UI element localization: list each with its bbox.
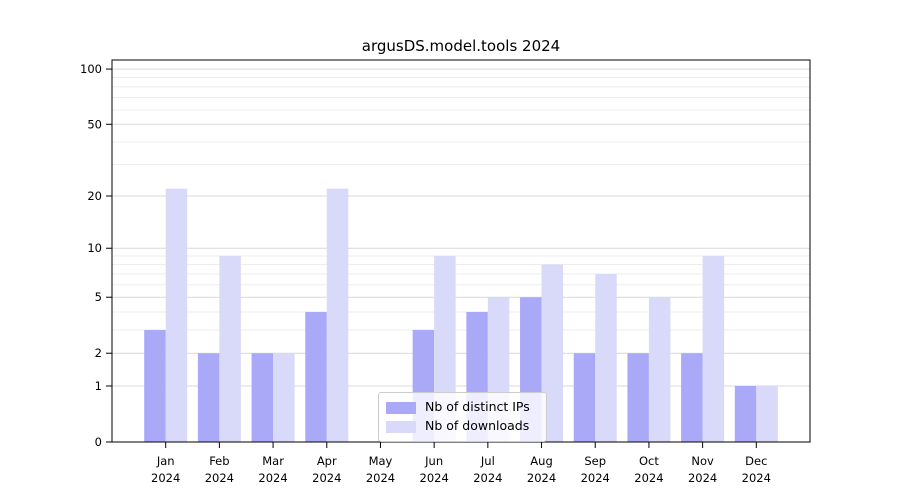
y-tick-label: 0 (95, 435, 102, 449)
legend: Nb of distinct IPs Nb of downloads (378, 392, 547, 442)
y-tick-label: 20 (87, 189, 102, 203)
x-tick-label: Sep 2024 (581, 454, 610, 485)
y-tick-label: 100 (80, 62, 102, 76)
legend-label-downloads: Nb of downloads (425, 418, 530, 434)
bar-distinct-ips (573, 353, 596, 442)
bar-downloads (595, 273, 617, 442)
x-tick-label: Oct 2024 (634, 454, 663, 485)
y-tick-label: 10 (87, 241, 102, 255)
bar-downloads (756, 385, 778, 442)
x-tick-label: Apr 2024 (312, 454, 341, 485)
bar-distinct-ips (305, 311, 327, 442)
x-tick-label: Jul 2024 (473, 454, 502, 485)
bar-downloads (273, 353, 295, 442)
legend-swatch-distinct-ips (386, 401, 416, 414)
bar-distinct-ips (627, 353, 649, 442)
y-tick-label: 5 (95, 290, 102, 304)
x-tick-label: May 2024 (366, 454, 395, 485)
bar-downloads (326, 188, 349, 442)
legend-swatch-downloads (386, 420, 416, 433)
bar-downloads (165, 188, 188, 442)
legend-label-distinct-ips: Nb of distinct IPs (425, 399, 530, 415)
plot-border (111, 59, 811, 443)
legend-entry-downloads: Nb of downloads (386, 417, 538, 436)
bar-distinct-ips (681, 353, 703, 442)
x-tick-label: Jun 2024 (420, 454, 449, 485)
x-tick-label: Aug 2024 (527, 454, 556, 485)
y-tick-label: 50 (87, 117, 102, 131)
x-tick-label: Nov 2024 (688, 454, 717, 485)
y-tick-label: 2 (95, 346, 102, 360)
bar-distinct-ips (734, 385, 757, 442)
bar-downloads (648, 297, 671, 442)
bar-downloads (219, 255, 241, 442)
legend-entry-distinct-ips: Nb of distinct IPs (386, 398, 538, 417)
bar-downloads (702, 255, 725, 442)
bar-distinct-ips (197, 353, 220, 442)
chart-title: argusDS.model.tools 2024 (362, 37, 560, 55)
x-tick-label: Feb 2024 (205, 454, 234, 485)
bar-distinct-ips (144, 329, 166, 442)
x-tick-label: Mar 2024 (258, 454, 287, 485)
x-tick-label: Jan 2024 (151, 454, 180, 485)
bar-distinct-ips (251, 353, 274, 442)
y-tick-label: 1 (95, 379, 102, 393)
x-tick-label: Dec 2024 (742, 454, 771, 485)
